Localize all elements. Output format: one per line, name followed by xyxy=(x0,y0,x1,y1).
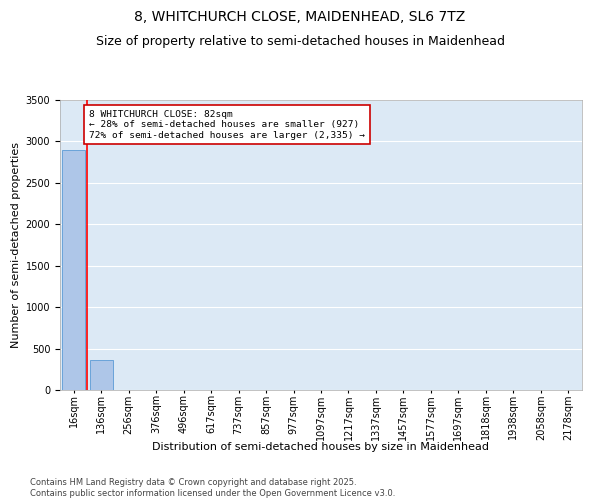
Text: Contains HM Land Registry data © Crown copyright and database right 2025.
Contai: Contains HM Land Registry data © Crown c… xyxy=(30,478,395,498)
Bar xyxy=(62,150,85,390)
Text: Size of property relative to semi-detached houses in Maidenhead: Size of property relative to semi-detach… xyxy=(95,35,505,48)
Text: 8, WHITCHURCH CLOSE, MAIDENHEAD, SL6 7TZ: 8, WHITCHURCH CLOSE, MAIDENHEAD, SL6 7TZ xyxy=(134,10,466,24)
Bar xyxy=(89,360,113,390)
Text: 8 WHITCHURCH CLOSE: 82sqm
← 28% of semi-detached houses are smaller (927)
72% of: 8 WHITCHURCH CLOSE: 82sqm ← 28% of semi-… xyxy=(89,110,365,140)
Y-axis label: Number of semi-detached properties: Number of semi-detached properties xyxy=(11,142,22,348)
Text: Distribution of semi-detached houses by size in Maidenhead: Distribution of semi-detached houses by … xyxy=(152,442,490,452)
